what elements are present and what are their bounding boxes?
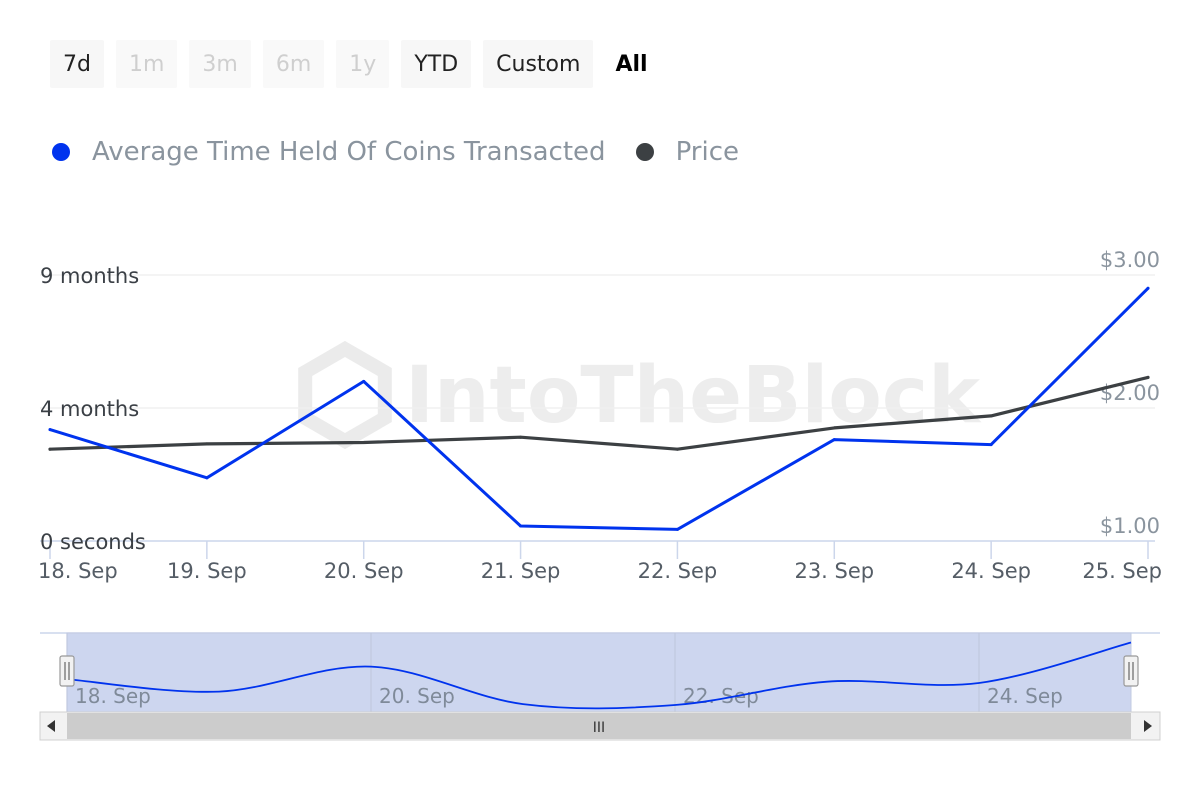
series-point-average-time-held-of-coins-transacted (362, 379, 366, 383)
series-line-average-time-held-of-coins-transacted (48, 286, 1150, 531)
range-button-ytd[interactable]: YTD (401, 40, 472, 88)
legend-dot-icon (52, 143, 70, 161)
navigator-x-label: 24. Sep (987, 684, 1063, 708)
series-point-price (362, 441, 366, 445)
series-point-average-time-held-of-coins-transacted (519, 524, 523, 528)
x-tick-label: 19. Sep (167, 559, 247, 583)
range-button-1y: 1y (336, 40, 390, 88)
grid (40, 274, 1155, 409)
legend-label: Average Time Held Of Coins Transacted (92, 137, 606, 167)
x-tick-label: 21. Sep (481, 559, 561, 583)
x-tick-label: 23. Sep (794, 559, 874, 583)
y-left-tick-label: 4 months (40, 397, 139, 421)
series-point-price (989, 414, 993, 418)
navigator-series-line (66, 641, 1132, 710)
watermark-text: IntoTheBlock (405, 351, 982, 441)
x-tick-label: 24. Sep (951, 559, 1031, 583)
series-point-price (48, 447, 52, 451)
navigator-x-label: 22. Sep (683, 684, 759, 708)
series-point-price (675, 447, 679, 451)
series-line-price (48, 375, 1150, 451)
series-point-average-time-held-of-coins-transacted (48, 428, 52, 432)
series-point-average-time-held-of-coins-transacted (1146, 286, 1150, 290)
y-right-tick-label: $1.00 (1100, 514, 1160, 538)
scroll-left-arrow-icon[interactable] (47, 720, 55, 732)
series-point-price (1146, 375, 1150, 379)
range-button-custom[interactable]: Custom (483, 40, 594, 88)
series-point-price (832, 426, 836, 430)
navigator-scrollbar[interactable]: III (39, 711, 1161, 741)
y-left-tick-label: 9 months (40, 264, 139, 288)
x-tick-label: 22. Sep (638, 559, 718, 583)
range-button-all[interactable]: All (615, 52, 648, 77)
navigator-x-label: 20. Sep (379, 684, 455, 708)
x-tick-label: 18. Sep (38, 559, 118, 583)
y-left-tick-label: 0 seconds (40, 530, 146, 554)
watermark-logo-icon (298, 340, 392, 450)
series-point-average-time-held-of-coins-transacted (675, 527, 679, 531)
series-point-average-time-held-of-coins-transacted (989, 443, 993, 447)
navigator-left-handle[interactable] (59, 655, 75, 687)
legend-label: Price (675, 137, 739, 167)
legend-dot-icon (635, 143, 654, 161)
x-tick-label: 20. Sep (324, 559, 404, 583)
y-right-tick-label: $3.00 (1100, 248, 1160, 272)
legend-item-price[interactable]: Price (635, 137, 739, 167)
watermark: IntoTheBlock (298, 340, 982, 450)
range-button-7d[interactable]: 7d (50, 40, 104, 88)
range-button-3m: 3m (189, 40, 251, 88)
navigator-right-handle[interactable] (1123, 655, 1139, 687)
series-point-average-time-held-of-coins-transacted (205, 476, 209, 480)
range-button-1m: 1m (115, 40, 178, 88)
scrollbar-grip-icon: III (593, 720, 605, 736)
navigator-mask[interactable] (66, 632, 1132, 713)
series-point-average-time-held-of-coins-transacted (832, 438, 836, 442)
series (48, 286, 1150, 531)
series-point-price (519, 435, 523, 439)
range-selector: 7d 1m 3m 6m 1y YTD Custom All (50, 40, 658, 88)
series-point-price (205, 442, 209, 446)
chart-legend: Average Time Held Of Coins Transacted Pri… (52, 130, 769, 174)
scrollbar-thumb[interactable] (67, 713, 1131, 739)
y-right-tick-label: $2.00 (1100, 381, 1160, 405)
scroll-right-arrow-icon[interactable] (1144, 720, 1152, 732)
legend-item-average-time-held-of-coins-transacted[interactable]: Average Time Held Of Coins Transacted (52, 137, 606, 167)
x-tick-label: 25. Sep (1082, 559, 1162, 583)
axes: 18. Sep 19. Sep 20. Sep 21. Sep 22. Sep 23. S… (38, 248, 1162, 583)
range-button-6m: 6m (262, 40, 325, 88)
